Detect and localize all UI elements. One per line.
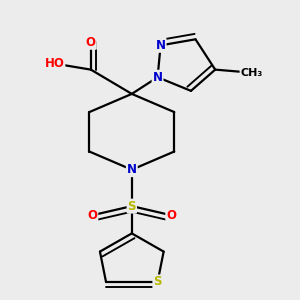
Text: O: O [86,36,96,49]
Text: HO: HO [44,57,64,70]
Text: N: N [127,163,137,176]
Text: O: O [87,209,98,222]
Text: CH₃: CH₃ [241,68,263,78]
Text: N: N [156,39,166,52]
Text: N: N [153,71,163,84]
Text: O: O [166,209,176,222]
Text: S: S [153,275,162,288]
Text: S: S [128,200,136,213]
